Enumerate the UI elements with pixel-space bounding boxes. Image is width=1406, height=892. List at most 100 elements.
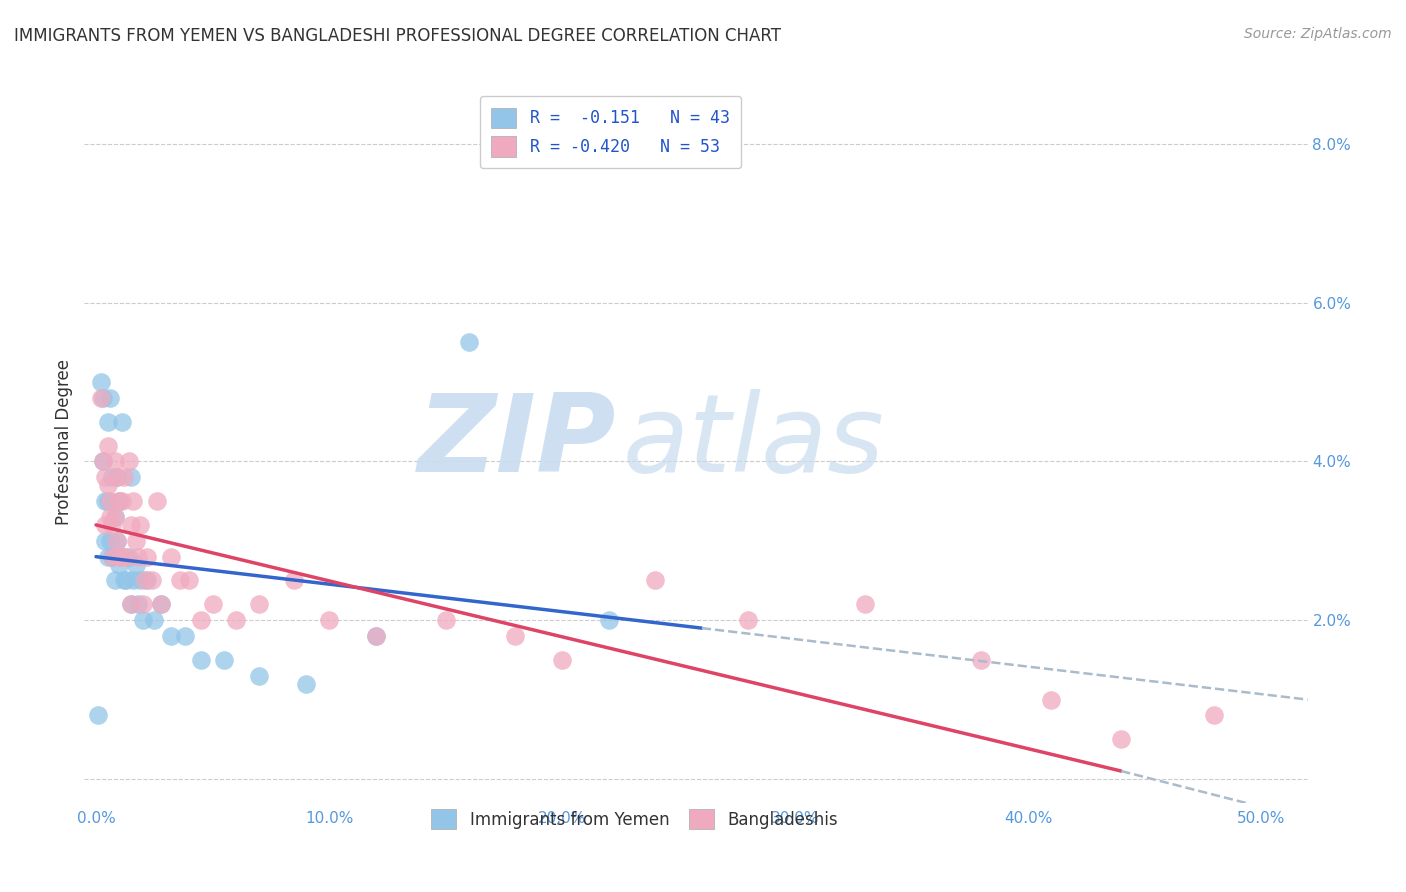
- Point: [97, 415, 120, 429]
- Point: [294, 676, 316, 690]
- Point: [129, 517, 152, 532]
- Point: [104, 510, 127, 524]
- Point: [112, 470, 135, 484]
- Point: [108, 494, 131, 508]
- Point: [101, 549, 124, 564]
- Point: [598, 613, 620, 627]
- Point: [551, 653, 574, 667]
- Point: [111, 494, 134, 508]
- Point: [105, 470, 128, 484]
- Text: IMMIGRANTS FROM YEMEN VS BANGLADESHI PROFESSIONAL DEGREE CORRELATION CHART: IMMIGRANTS FROM YEMEN VS BANGLADESHI PRO…: [14, 27, 782, 45]
- Point: [115, 574, 138, 588]
- Point: [143, 613, 166, 627]
- Point: [173, 629, 195, 643]
- Point: [98, 494, 121, 508]
- Point: [120, 597, 142, 611]
- Point: [94, 494, 117, 508]
- Point: [169, 574, 191, 588]
- Point: [141, 574, 163, 588]
- Text: atlas: atlas: [623, 389, 884, 494]
- Point: [101, 517, 124, 532]
- Point: [108, 494, 131, 508]
- Point: [159, 629, 181, 643]
- Point: [127, 549, 149, 564]
- Point: [104, 574, 127, 588]
- Point: [1204, 708, 1226, 723]
- Point: [108, 558, 131, 572]
- Point: [190, 653, 212, 667]
- Point: [117, 454, 139, 468]
- Point: [94, 470, 117, 484]
- Point: [97, 494, 120, 508]
- Point: [98, 510, 121, 524]
- Point: [283, 574, 305, 588]
- Point: [91, 391, 114, 405]
- Point: [131, 597, 153, 611]
- Point: [97, 549, 120, 564]
- Point: [127, 597, 149, 611]
- Point: [94, 517, 117, 532]
- Point: [150, 597, 173, 611]
- Legend: Immigrants from Yemen, Bangladeshis: Immigrants from Yemen, Bangladeshis: [423, 801, 846, 838]
- Point: [136, 574, 159, 588]
- Point: [737, 613, 759, 627]
- Point: [105, 533, 128, 548]
- Point: [111, 415, 134, 429]
- Point: [318, 613, 340, 627]
- Point: [120, 470, 142, 484]
- Point: [505, 629, 527, 643]
- Point: [98, 391, 121, 405]
- Point: [104, 510, 127, 524]
- Point: [104, 454, 127, 468]
- Point: [212, 653, 235, 667]
- Point: [120, 517, 142, 532]
- Point: [112, 574, 135, 588]
- Point: [364, 629, 387, 643]
- Point: [105, 470, 128, 484]
- Point: [853, 597, 876, 611]
- Point: [179, 574, 201, 588]
- Point: [105, 533, 128, 548]
- Y-axis label: Professional Degree: Professional Degree: [55, 359, 73, 524]
- Point: [247, 597, 270, 611]
- Point: [190, 613, 212, 627]
- Point: [1109, 732, 1132, 747]
- Point: [91, 454, 114, 468]
- Point: [115, 549, 138, 564]
- Point: [457, 335, 479, 350]
- Point: [97, 438, 120, 452]
- Point: [124, 558, 146, 572]
- Point: [970, 653, 993, 667]
- Point: [122, 494, 145, 508]
- Point: [225, 613, 247, 627]
- Point: [1040, 692, 1063, 706]
- Point: [364, 629, 387, 643]
- Point: [111, 549, 134, 564]
- Point: [124, 533, 146, 548]
- Point: [122, 574, 145, 588]
- Point: [112, 549, 135, 564]
- Point: [101, 470, 124, 484]
- Text: ZIP: ZIP: [418, 389, 616, 494]
- Point: [94, 533, 117, 548]
- Point: [90, 391, 112, 405]
- Point: [87, 708, 110, 723]
- Point: [90, 375, 112, 389]
- Point: [201, 597, 224, 611]
- Point: [98, 533, 121, 548]
- Point: [247, 669, 270, 683]
- Point: [120, 597, 142, 611]
- Point: [117, 549, 139, 564]
- Point: [91, 454, 114, 468]
- Point: [129, 574, 152, 588]
- Text: Source: ZipAtlas.com: Source: ZipAtlas.com: [1244, 27, 1392, 41]
- Point: [134, 574, 156, 588]
- Point: [159, 549, 181, 564]
- Point: [108, 549, 131, 564]
- Point: [97, 478, 120, 492]
- Point: [131, 613, 153, 627]
- Point: [150, 597, 173, 611]
- Point: [644, 574, 666, 588]
- Point: [101, 549, 124, 564]
- Point: [136, 549, 159, 564]
